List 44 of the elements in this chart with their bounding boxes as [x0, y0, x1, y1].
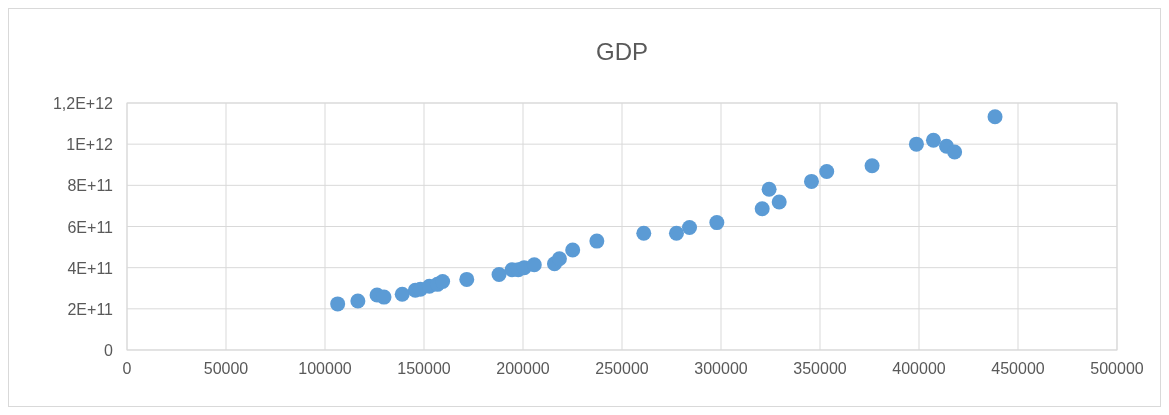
chart-title: GDP [595, 38, 649, 65]
x-tick-label: 50000 [203, 360, 249, 377]
x-tick-label: 450000 [991, 360, 1045, 377]
x-tick-label: 350000 [793, 360, 847, 377]
point [435, 273, 451, 289]
point [771, 194, 787, 210]
point [987, 109, 1003, 125]
point [394, 286, 410, 302]
point [350, 293, 366, 309]
point [709, 215, 725, 231]
point [947, 144, 963, 160]
point [589, 233, 605, 249]
point [761, 181, 777, 197]
y-tick-label: 1,2E+12 [52, 95, 114, 112]
point [526, 257, 542, 273]
point [330, 296, 346, 312]
y-tick-label: 6E+11 [67, 218, 114, 236]
point [636, 225, 652, 241]
x-tick-label: 300000 [694, 360, 748, 377]
x-tick-label: 0 [122, 360, 132, 377]
y-tick-label: 0 [104, 342, 114, 359]
point [668, 225, 684, 241]
point [682, 220, 698, 236]
point [819, 164, 835, 180]
point [803, 173, 819, 189]
y-tick-label: 8E+11 [67, 177, 114, 195]
point [491, 266, 507, 282]
point [376, 289, 392, 305]
point [908, 136, 924, 152]
point [565, 242, 581, 258]
y-tick-label: 4E+11 [67, 259, 114, 277]
x-tick-label: 150000 [397, 360, 451, 377]
point [925, 132, 941, 148]
x-tick-label: 500000 [1090, 360, 1144, 377]
point [864, 158, 880, 174]
point [754, 201, 770, 217]
x-tick-label: 200000 [496, 360, 550, 377]
y-tick-label: 2E+11 [67, 300, 114, 318]
x-tick-label: 250000 [595, 360, 649, 377]
x-tick-label: 400000 [892, 360, 946, 377]
y-tick-label: 1E+12 [66, 136, 114, 154]
x-tick-label: 100000 [298, 360, 352, 377]
point [551, 251, 567, 267]
point [459, 271, 475, 287]
